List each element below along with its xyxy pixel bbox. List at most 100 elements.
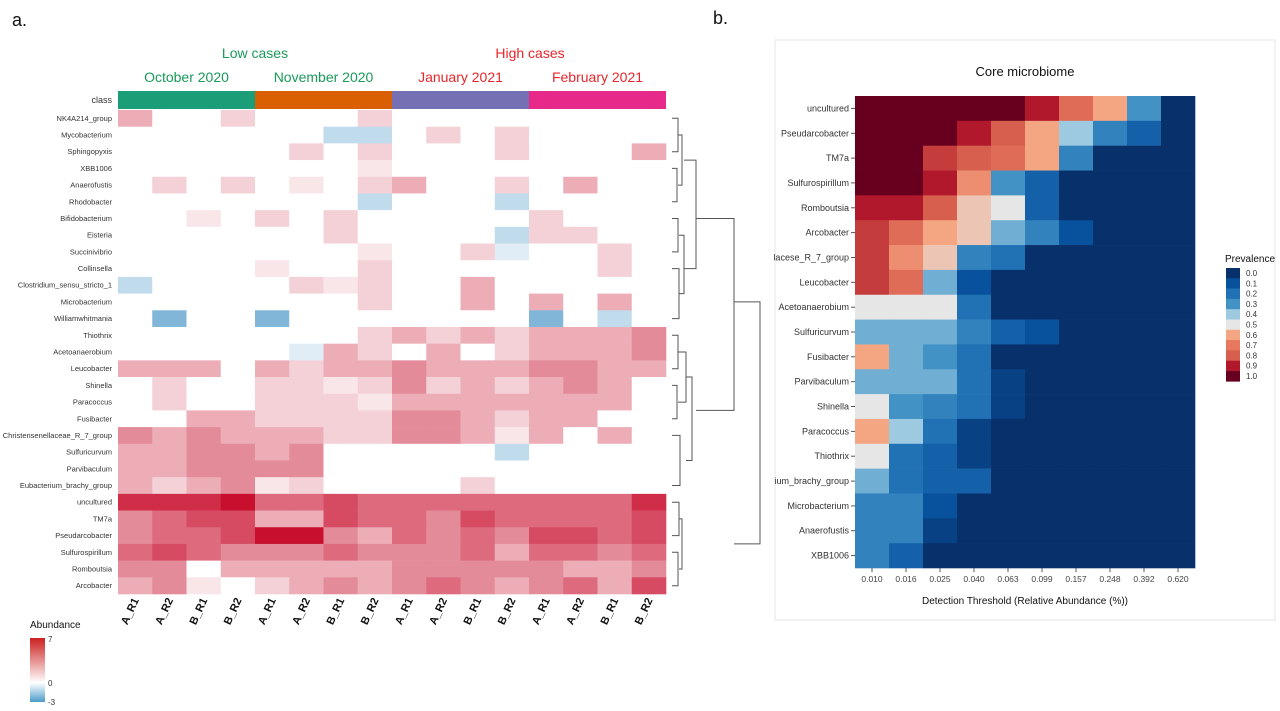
prevalence-cell xyxy=(1127,170,1162,196)
threshold-label: 0.620 xyxy=(1167,574,1189,584)
prevalence-row-label: Anaerofustis xyxy=(799,526,850,536)
class-bar-segment xyxy=(392,91,529,109)
prevalence-cell xyxy=(1127,269,1162,296)
heatmap-cell xyxy=(529,460,564,478)
heatmap-cell xyxy=(186,176,222,194)
heatmap-cell xyxy=(597,343,633,361)
heatmap-cell xyxy=(597,176,633,194)
heatmap-cell xyxy=(597,326,633,344)
heatmap-cell xyxy=(357,226,393,244)
heatmap-cell xyxy=(529,560,564,578)
column-label: A_R1 xyxy=(256,596,279,627)
heatmap-cell xyxy=(494,543,530,561)
heatmap-cell xyxy=(494,126,530,144)
heatmap-cell xyxy=(152,527,187,545)
heatmap-cell xyxy=(289,193,324,211)
prevalence-cell xyxy=(855,344,890,370)
heatmap-cell xyxy=(392,260,427,278)
prevalence-cell xyxy=(957,245,992,271)
heatmap-cell xyxy=(563,143,598,161)
heatmap-cell xyxy=(494,477,530,495)
heatmap-cell xyxy=(563,310,598,328)
heatmap-cell xyxy=(289,126,324,144)
class-bar-segment xyxy=(529,91,666,109)
heatmap-cell xyxy=(255,493,290,511)
heatmap-cell xyxy=(494,460,530,478)
heatmap-cell xyxy=(426,460,461,478)
row-label: Sulfurospirillum xyxy=(61,548,112,557)
heatmap-cell xyxy=(289,543,324,561)
heatmap-cell xyxy=(118,543,153,561)
heatmap-cell xyxy=(289,577,324,595)
prevalence-cell xyxy=(1025,245,1060,271)
heatmap-cell xyxy=(631,477,667,495)
heatmap-cell xyxy=(597,243,633,261)
heatmap-cell xyxy=(152,310,187,328)
heatmap-cell xyxy=(494,310,530,328)
prevalence-cell xyxy=(1093,96,1128,122)
heatmap-cell xyxy=(392,293,427,311)
heatmap-cell xyxy=(392,343,427,361)
heatmap-cell xyxy=(323,176,359,194)
prevalence-legend-title: Prevalence xyxy=(1225,254,1275,265)
heatmap-cell xyxy=(255,293,290,311)
dendrogram-branch xyxy=(672,117,679,153)
heatmap-cell xyxy=(357,193,393,211)
heatmap-cell xyxy=(152,360,187,378)
heatmap-cell xyxy=(323,527,359,545)
heatmap-cell xyxy=(220,210,256,228)
prevalence-cell xyxy=(1161,245,1196,271)
row-label: XBB1006 xyxy=(80,164,112,173)
heatmap-cell xyxy=(563,110,598,127)
heatmap-cell xyxy=(186,243,222,261)
prevalence-row-label: Thiothrix xyxy=(814,451,849,461)
high-cases-header: High cases xyxy=(495,45,564,61)
prevalence-cell xyxy=(957,220,992,246)
heatmap-cell xyxy=(289,210,324,228)
heatmap-cell xyxy=(255,110,290,127)
heatmap-cell xyxy=(220,293,256,311)
prevalence-cell xyxy=(1093,493,1128,519)
prevalence-cell xyxy=(889,369,924,395)
heatmap-cell xyxy=(255,543,290,561)
heatmap-cell xyxy=(392,543,427,561)
heatmap-cell xyxy=(563,276,598,294)
heatmap-cell xyxy=(220,493,256,511)
heatmap-cell xyxy=(289,510,324,528)
prevalence-cell xyxy=(855,294,890,320)
heatmap-cell xyxy=(597,160,633,178)
prevalence-cell xyxy=(1127,369,1162,395)
prevalence-cell xyxy=(1059,443,1094,469)
prevalence-cell xyxy=(991,319,1026,345)
prevalence-cell xyxy=(889,543,924,569)
threshold-label: 0.010 xyxy=(861,574,883,584)
heatmap-cell xyxy=(255,160,290,178)
prevalence-row-label: Sulfurospirillum xyxy=(787,178,849,188)
heatmap-cell xyxy=(460,293,496,311)
prevalence-cell xyxy=(1161,493,1196,519)
heatmap-cell xyxy=(460,360,496,378)
heatmap-cell xyxy=(357,527,393,545)
heatmap-cell xyxy=(392,226,427,244)
heatmap-cell xyxy=(152,410,187,428)
heatmap-cell xyxy=(289,460,324,478)
heatmap-cell xyxy=(220,160,256,178)
prevalence-cell xyxy=(855,319,890,345)
heatmap-cell xyxy=(631,560,667,578)
prevalence-cell xyxy=(1161,518,1196,544)
heatmap-cell xyxy=(186,410,222,428)
heatmap-cell xyxy=(631,410,667,428)
heatmap-cell xyxy=(118,477,153,495)
prevalence-legend-swatch xyxy=(1226,268,1240,279)
prevalence-cell xyxy=(889,518,924,544)
heatmap-cell xyxy=(631,427,667,445)
heatmap-cell xyxy=(460,143,496,161)
heatmap-cell xyxy=(460,427,496,445)
heatmap-cell xyxy=(631,193,667,211)
heatmap-cell xyxy=(220,360,256,378)
heatmap-cell xyxy=(460,393,496,411)
heatmap-cell xyxy=(220,510,256,528)
heatmap-cell xyxy=(357,210,393,228)
heatmap-cell xyxy=(255,477,290,495)
